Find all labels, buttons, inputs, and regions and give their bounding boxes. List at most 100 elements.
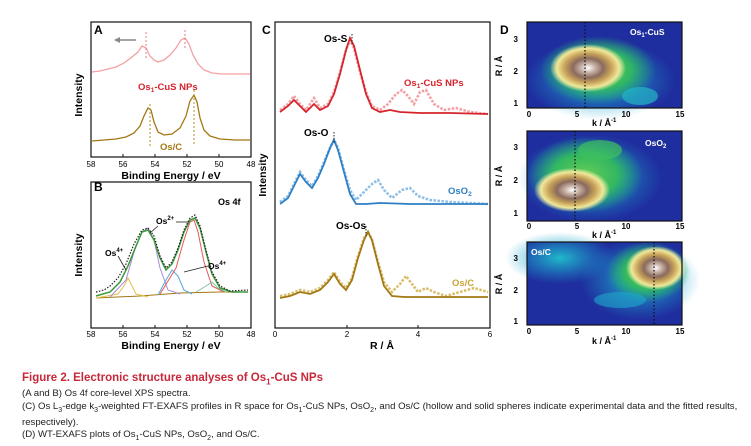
tick-label: 3 — [514, 254, 519, 263]
pointer-line — [183, 265, 209, 273]
tick-label: 5 — [575, 110, 580, 119]
spectrum-osc-xps — [91, 93, 250, 142]
map-xlabel: k / Å-1 — [592, 230, 617, 240]
map-label-osc: Os/C — [531, 247, 551, 257]
exafs-os1cus-exp — [279, 36, 489, 116]
tick-label: 2 — [514, 67, 519, 76]
panel-b-xlabel: Binding Energy / eV — [121, 340, 220, 352]
exafs-oso2-fit — [279, 137, 488, 205]
tick-label: 48 — [247, 160, 256, 169]
panel-letter-b: B — [94, 180, 103, 194]
tick-label: 3 — [514, 143, 519, 152]
peak-os2-low — [109, 227, 181, 298]
caption-line-d: (D) WT-EXAFS plots of Os1-CuS NPs, OsO2,… — [22, 429, 260, 442]
tick-label: 52 — [183, 330, 192, 339]
map-xlabel: k / Å-1 — [592, 118, 617, 128]
tick-label: 4 — [416, 330, 421, 339]
tick-label: 48 — [247, 330, 256, 339]
exafs-osc-fit — [279, 229, 488, 299]
tick-label: 50 — [215, 330, 224, 339]
figure-2: A Intensity 58 56 54 52 50 48 Binding En… — [73, 21, 700, 352]
tick-label: 1 — [514, 209, 519, 218]
panel-a-frame — [90, 21, 252, 158]
wt-map-oso2: OsO2 3 2 1 R / Å 0 5 10 15 k / Å-1 — [494, 130, 685, 240]
tick-label: 0 — [527, 110, 532, 119]
wt-map-osc: Os/C 3 2 1 R / Å 0 5 10 15 k / Å-1 — [494, 232, 700, 346]
tick-label: 50 — [215, 160, 224, 169]
label-os4-left: Os4+ — [105, 248, 124, 258]
tick-label: 2 — [514, 286, 519, 295]
pointer-line — [149, 225, 159, 234]
panel-b: B Intensity Os 4f 58 56 54 52 50 48 Bind… — [73, 180, 256, 352]
tick-label: 54 — [151, 160, 160, 169]
map-ylabel: R / Å — [494, 165, 504, 186]
tick-label: 56 — [119, 330, 128, 339]
tick-label: 0 — [527, 327, 532, 336]
wt-map-os1cus: Os1-CuS 3 2 1 R / Å 0 5 10 15 k / Å-1 — [494, 21, 685, 128]
panel-c-frame — [274, 21, 491, 329]
panel-b-xticks: 58 56 54 52 50 48 — [87, 325, 256, 339]
tick-label: 56 — [119, 160, 128, 169]
tick-label: 10 — [622, 222, 631, 231]
tick-label: 0 — [273, 330, 278, 339]
label-os1cus-c: Os1-CuS NPs — [404, 78, 464, 90]
caption-line-ab: (A and B) Os 4f core-level XPS spectra. — [22, 388, 191, 399]
tick-label: 2 — [514, 176, 519, 185]
panel-letter-d: D — [500, 23, 509, 37]
panel-a-xlabel: Binding Energy / eV — [121, 170, 220, 182]
tick-label: 10 — [622, 327, 631, 336]
peak-os4-right-low — [157, 269, 193, 296]
pointer-line — [117, 255, 127, 271]
tick-label: 15 — [676, 222, 685, 231]
tick-label: 2 — [345, 330, 350, 339]
panel-d: D Os1-CuS 3 2 1 R / Å 0 5 10 15 k / Å-1 — [494, 21, 700, 346]
map-label-os1cus: Os1-CuS — [630, 27, 665, 39]
label-osc-c: Os/C — [452, 278, 474, 289]
tick-label: 6 — [488, 330, 493, 339]
panel-b-frame — [90, 181, 252, 329]
map-label-oso2: OsO2 — [645, 138, 667, 150]
panel-letter-a: A — [94, 23, 103, 37]
label-oso2-c: OsO2 — [448, 186, 472, 198]
map-xlabel: k / Å-1 — [592, 336, 617, 346]
panel-b-title: Os 4f — [218, 197, 242, 207]
tick-label: 10 — [622, 110, 631, 119]
label-os4-right: Os4+ — [208, 261, 227, 271]
caption-line-c: (C) Os L3-edge k3-weighted FT-EXAFS prof… — [22, 401, 738, 428]
label-osc: Os/C — [160, 142, 182, 153]
panel-c-xlabel: R / Å — [370, 339, 394, 352]
tick-label: 0 — [527, 222, 532, 231]
peak-os2-high — [159, 219, 225, 295]
panel-a-ylabel: Intensity — [73, 73, 85, 116]
panel-c: C Intensity 0 2 4 6 R / Å Os-S Os1-CuS N… — [257, 21, 493, 352]
map-ylabel: R / Å — [494, 55, 504, 76]
figure-caption-title: Figure 2. Electronic structure analyses … — [22, 372, 323, 387]
panel-a-xticks: 58 56 54 52 50 48 — [87, 154, 256, 169]
tick-label: 5 — [575, 327, 580, 336]
baseline — [95, 291, 248, 299]
label-os1cus: Os1-CuS NPs — [138, 82, 198, 94]
tick-label: 3 — [514, 35, 519, 44]
label-os-o: Os-O — [304, 128, 329, 139]
tick-label: 15 — [676, 327, 685, 336]
tick-label: 58 — [87, 160, 96, 169]
tick-label: 1 — [514, 99, 519, 108]
tick-label: 1 — [514, 317, 519, 326]
map-ylabel: R / Å — [494, 273, 504, 294]
label-os2: Os2+ — [156, 216, 175, 226]
label-os-s: Os-S — [324, 34, 348, 45]
tick-label: 5 — [575, 222, 580, 231]
panel-letter-c: C — [262, 23, 271, 37]
spectrum-os1cus-xps — [91, 37, 250, 75]
tick-label: 58 — [87, 330, 96, 339]
panel-a: A Intensity 58 56 54 52 50 48 Binding En… — [73, 21, 256, 182]
tick-label: 52 — [183, 160, 192, 169]
tick-label: 15 — [676, 110, 685, 119]
label-os-os: Os-Os — [336, 221, 366, 232]
exafs-oso2-exp — [279, 137, 489, 206]
exafs-os1cus-fit — [279, 35, 489, 115]
peak-os4-high — [195, 281, 227, 293]
panel-c-xticks: 0 2 4 6 — [273, 325, 493, 339]
arrow-left-icon — [114, 37, 136, 43]
panel-b-ylabel: Intensity — [73, 233, 85, 276]
